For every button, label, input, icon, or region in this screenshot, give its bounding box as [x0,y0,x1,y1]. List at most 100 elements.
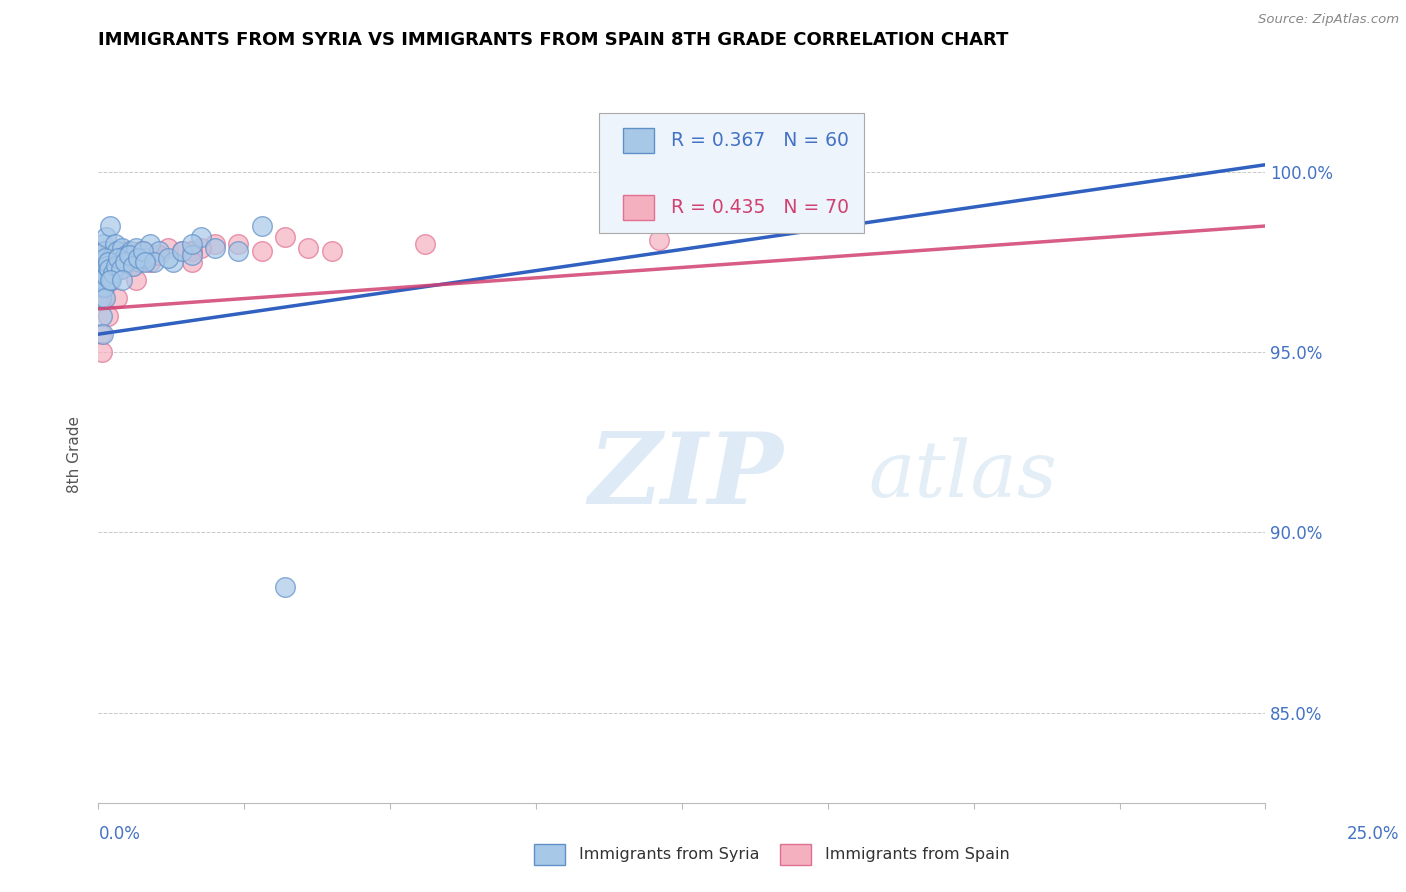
Point [114,255,136,269]
Point [98,262,121,277]
Point [90,327,112,342]
Point [127,252,149,266]
Point [94,266,117,280]
Point [105,244,128,259]
Point [104,259,127,273]
Point [125,273,148,287]
Point [250,244,273,259]
Point [127,252,149,266]
Point [204,241,226,255]
Point [180,237,202,252]
Point [97,259,120,273]
Point [134,252,156,266]
Point [90,269,112,284]
Point [98,266,121,280]
Text: Immigrants from Spain: Immigrants from Spain [825,847,1010,863]
Point [94,255,117,269]
Point [107,252,129,266]
Point [134,252,156,266]
Point [274,580,297,594]
Point [105,259,128,273]
Text: atlas: atlas [869,438,1057,514]
Point [91,255,114,269]
Point [94,273,117,287]
Point [162,255,184,269]
Point [129,244,152,259]
Point [98,262,121,277]
Point [172,244,194,259]
Point [93,244,115,259]
Point [180,244,202,259]
Point [122,259,145,273]
Point [111,241,134,255]
Point [134,255,156,269]
Point [132,244,155,259]
Point [91,255,114,269]
Point [100,252,122,266]
Point [104,237,127,252]
Point [96,255,118,269]
Point [180,244,202,259]
Point [94,280,117,294]
Point [97,252,120,266]
Point [157,241,180,255]
Point [112,252,135,266]
Point [132,244,155,259]
Point [114,255,136,269]
Text: R = 0.435   N = 70: R = 0.435 N = 70 [671,198,849,217]
Point [190,241,212,255]
Point [100,255,122,269]
Point [97,252,120,266]
Point [98,273,121,287]
Point [96,259,118,273]
Text: Source: ZipAtlas.com: Source: ZipAtlas.com [1258,13,1399,27]
Point [90,280,112,294]
Point [93,280,115,294]
Point [91,291,114,305]
Point [647,234,669,248]
Point [103,266,125,280]
Point [90,309,112,323]
Point [104,252,127,266]
Point [120,252,142,266]
Point [96,273,118,287]
Point [180,248,202,262]
Point [115,248,138,262]
Point [250,219,273,233]
Point [120,244,142,259]
Point [139,237,162,252]
Point [110,262,132,277]
Text: IMMIGRANTS FROM SYRIA VS IMMIGRANTS FROM SPAIN 8TH GRADE CORRELATION CHART: IMMIGRANTS FROM SYRIA VS IMMIGRANTS FROM… [98,31,1008,49]
Point [190,229,212,244]
Point [94,291,117,305]
Point [90,273,112,287]
Point [105,291,128,305]
Point [122,259,145,273]
Point [91,266,114,280]
Point [204,237,226,252]
Point [101,259,124,273]
Point [107,252,129,266]
Point [139,255,162,269]
Point [143,255,166,269]
Point [93,266,115,280]
Point [118,248,141,262]
Point [91,327,114,342]
Point [148,248,170,262]
Y-axis label: 8th Grade: 8th Grade [67,417,83,493]
Point [97,262,120,277]
Point [413,237,436,252]
Point [93,266,115,280]
Point [105,259,128,273]
Point [180,255,202,269]
Point [228,244,250,259]
Point [91,345,114,359]
Point [96,269,118,284]
Point [101,266,124,280]
Point [97,309,120,323]
Point [94,244,117,259]
Point [118,248,141,262]
Point [110,262,132,277]
Point [94,252,117,266]
Point [100,273,122,287]
